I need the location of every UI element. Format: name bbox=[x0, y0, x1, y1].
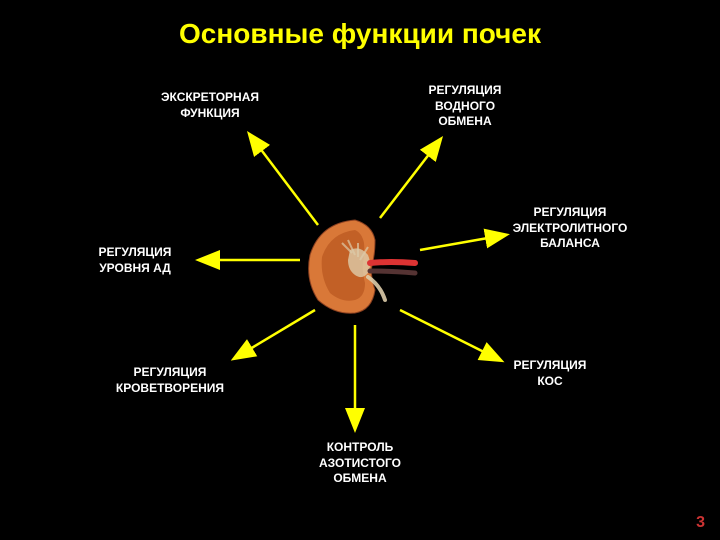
label-bp: РЕГУЛЯЦИЯ УРОВНЯ АД bbox=[75, 245, 195, 276]
arrow-0 bbox=[250, 135, 318, 225]
label-water: РЕГУЛЯЦИЯ ВОДНОГО ОБМЕНА bbox=[400, 83, 530, 130]
kidney-illustration bbox=[300, 215, 420, 320]
label-excretory: ЭКСКРЕТОРНАЯ ФУНКЦИЯ bbox=[145, 90, 275, 121]
label-hemato: РЕГУЛЯЦИЯ КРОВЕТВОРЕНИЯ bbox=[95, 365, 245, 396]
label-nitrogen: КОНТРОЛЬ АЗОТИСТОГО ОБМЕНА bbox=[290, 440, 430, 487]
arrow-1 bbox=[380, 140, 440, 218]
slide-number: 3 bbox=[696, 514, 705, 532]
label-electrolyte: РЕГУЛЯЦИЯ ЭЛЕКТРОЛИТНОГО БАЛАНСА bbox=[490, 205, 650, 252]
label-kos: РЕГУЛЯЦИЯ КОС bbox=[490, 358, 610, 389]
slide-title: Основные функции почек bbox=[0, 0, 720, 50]
